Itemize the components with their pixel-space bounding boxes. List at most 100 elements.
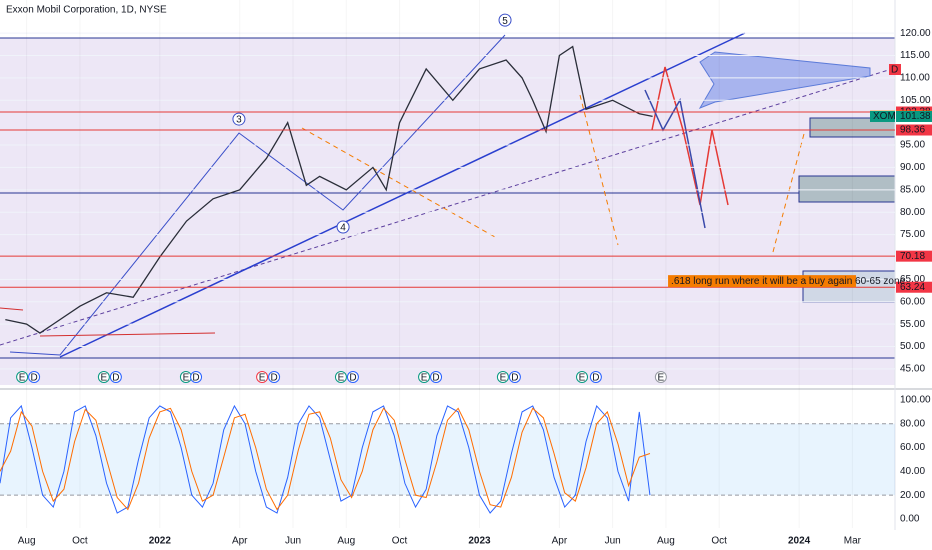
event-badge [346, 371, 359, 383]
series-line [5, 45, 653, 334]
event-badge [16, 371, 29, 383]
event-label: E [579, 373, 586, 384]
x-tick-label: Apr [552, 536, 568, 547]
event-label: D [30, 373, 37, 384]
event-badge [268, 371, 281, 383]
price-tag [896, 281, 932, 293]
trendline [59, 32, 746, 358]
series-line [0, 404, 651, 514]
event-label: D [270, 373, 277, 384]
event-badge [576, 371, 589, 383]
event-badge [97, 371, 110, 383]
y-tick-label: 40.00 [900, 466, 925, 477]
wave-path [9, 34, 506, 356]
fib-line [301, 127, 496, 238]
y-tick-label: 85.00 [900, 184, 925, 195]
event-label: D [112, 373, 119, 384]
y-tick-label: 0.00 [900, 514, 920, 525]
event-label: D [192, 373, 199, 384]
dashed-trend [0, 67, 896, 346]
stoch-band [0, 423, 895, 496]
event-label: E [183, 373, 190, 384]
event-label: D [349, 373, 356, 384]
event-label: E [259, 373, 266, 384]
wave-circle [232, 112, 246, 126]
event-badge [109, 371, 122, 383]
y-tick-label: 115.00 [900, 50, 930, 61]
y-tick-label: 60.00 [900, 442, 925, 453]
arrow [698, 51, 871, 110]
event-label: D [511, 373, 518, 384]
event-label: E [500, 373, 507, 384]
x-tick-label: Aug [337, 536, 355, 547]
y-tick-label: 50.00 [900, 341, 925, 352]
y-tick-label: 120.00 [900, 28, 931, 39]
price-tag-value: 98.36 [900, 125, 925, 136]
x-tick-label: Oct [392, 536, 408, 547]
y-tick-label: 105.00 [900, 95, 931, 106]
series-line [0, 407, 651, 511]
red-line [0, 307, 24, 311]
y-tick-label: 75.00 [900, 229, 925, 240]
projection [644, 89, 706, 229]
y-tick-label: 55.00 [900, 319, 925, 330]
price-tag-name-text: XOM [873, 111, 896, 122]
y-tick-label: 45.00 [900, 364, 925, 375]
price-tag-name [870, 110, 895, 122]
fib-line [772, 129, 806, 253]
wave-label: 4 [340, 223, 346, 234]
event-badge [654, 371, 667, 383]
wave-circle [498, 13, 512, 27]
price-tag [896, 250, 932, 262]
price-tag [896, 124, 932, 136]
y-tick-label: 80.00 [900, 207, 925, 218]
event-badge [496, 371, 509, 383]
event-label: E [658, 373, 665, 384]
y-tick-label: 80.00 [900, 418, 925, 429]
event-label: E [101, 373, 108, 384]
event-badge [430, 371, 443, 383]
event-badge [589, 371, 602, 383]
y-tick-label: 100.00 [900, 395, 931, 406]
flag-text: D [891, 65, 898, 76]
x-tick-label: Oct [72, 536, 88, 547]
x-tick-label: Aug [657, 536, 675, 547]
x-tick-label: 2023 [468, 536, 491, 547]
event-label: E [19, 373, 26, 384]
y-tick-label: 95.00 [900, 140, 925, 151]
note-box [668, 275, 857, 288]
price-tag [896, 110, 932, 122]
note-text: .618 long run where it will be a buy aga… [671, 276, 905, 287]
x-tick-label: Oct [711, 536, 727, 547]
price-tag-value: 70.18 [900, 251, 925, 262]
event-label: E [338, 373, 345, 384]
x-tick-label: Aug [18, 536, 36, 547]
red-line [39, 332, 216, 337]
target-box [798, 175, 896, 203]
event-badge [334, 371, 347, 383]
x-tick-label: Apr [232, 536, 248, 547]
chart-title: Exxon Mobil Corporation, 1D, NYSE [6, 5, 167, 16]
wave-label: 5 [502, 16, 508, 27]
price-tag-value: 101.38 [900, 111, 931, 122]
wave-circle [336, 220, 350, 234]
y-tick-label: 65.00 [900, 274, 925, 285]
fib-line [579, 94, 619, 246]
event-badge [508, 371, 521, 383]
price-tag-value: 63.24 [900, 282, 925, 293]
y-tick-label: 60.00 [900, 296, 925, 307]
event-badge [190, 371, 203, 383]
x-tick-label: 2022 [149, 536, 172, 547]
event-label: D [592, 373, 599, 384]
x-tick-label: Jun [285, 536, 301, 547]
event-label: E [421, 373, 428, 384]
wave-label: 3 [236, 115, 242, 126]
y-tick-label: 20.00 [900, 490, 925, 501]
flag [889, 64, 901, 75]
x-tick-label: Mar [844, 536, 862, 547]
event-badge [28, 371, 41, 383]
y-tick-label: 90.00 [900, 162, 925, 173]
x-tick-label: Jun [605, 536, 621, 547]
event-label: D [432, 373, 439, 384]
